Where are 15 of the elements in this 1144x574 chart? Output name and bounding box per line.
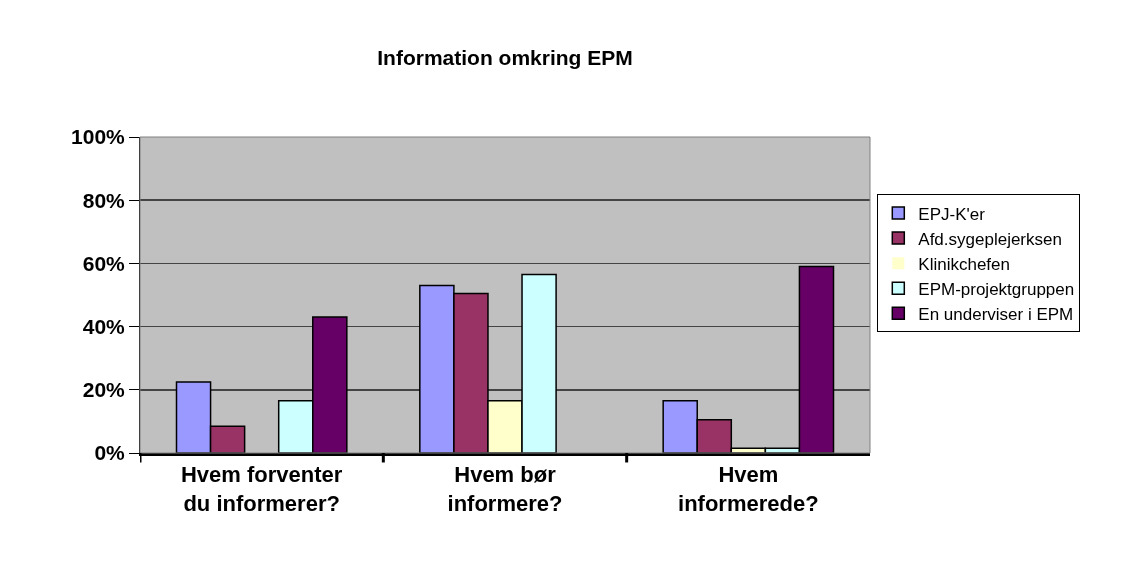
legend-label: Afd.sygeplejerksen bbox=[918, 229, 1062, 249]
y-tick-label: 80% bbox=[82, 188, 126, 212]
y-tick-label: 40% bbox=[82, 314, 126, 338]
legend-label: Klinikchefen bbox=[918, 254, 1010, 274]
legend-label: En underviser i EPM bbox=[918, 304, 1074, 324]
chart-title: Information omkring EPM bbox=[377, 45, 633, 69]
y-tick-label: 0% bbox=[94, 441, 126, 465]
y-tick-label: 100% bbox=[71, 125, 126, 149]
legend-label: EPJ-K'er bbox=[918, 204, 986, 224]
x-tick-label: Hvem informerede? bbox=[678, 462, 819, 516]
x-tick-label: Hvem bør informere? bbox=[447, 462, 563, 516]
y-tick-label: 60% bbox=[82, 251, 126, 275]
legend-label: EPM-projektgruppen bbox=[918, 279, 1075, 299]
x-tick-label: Hvem forventer du informerer? bbox=[180, 462, 343, 516]
y-tick-label: 20% bbox=[82, 378, 126, 402]
